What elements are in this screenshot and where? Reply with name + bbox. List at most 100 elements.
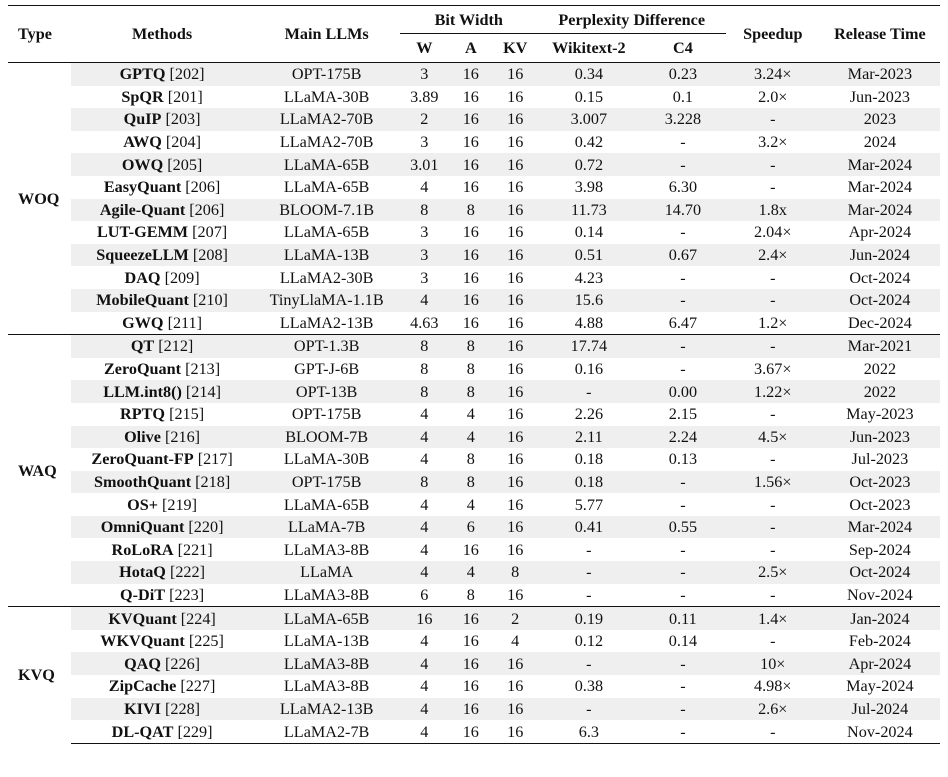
wikitext2-cell: - <box>586 540 592 559</box>
method-name: Olive <box>124 427 161 446</box>
bit-kv-cell: 16 <box>492 153 538 176</box>
method-cell: AWQ [204] <box>71 131 254 154</box>
bit-a-cell: 6 <box>448 515 493 539</box>
bit-a-cell: 16 <box>462 540 479 559</box>
c4-cell: 14.70 <box>640 198 726 222</box>
method-name: KVQuant <box>108 609 177 628</box>
type-cell: WOQ <box>8 61 71 335</box>
bit-w-cell: 4.63 <box>410 313 439 332</box>
bit-a-cell: 16 <box>462 268 479 287</box>
table-row: SmoothQuant [218] OPT-175B 8 8 16 0.18-1.56× O… <box>8 470 940 494</box>
header-bit-width: Bit Width <box>399 5 538 34</box>
wikitext2-cell: 17.74 <box>537 334 641 358</box>
llm-cell: TinyLlaMA-1.1B <box>253 288 400 312</box>
wikitext2-cell: 0.19 <box>537 606 641 630</box>
method-cell: LUT-GEMM [207] <box>71 221 254 244</box>
method-cell: KIVI [228] <box>70 697 254 721</box>
method-cell: WKVQuant [225] <box>71 630 254 653</box>
speedup-cell: - <box>770 405 776 424</box>
llm-cell: LLaMA2-30B <box>279 268 374 287</box>
bit-w-cell: 3 <box>420 133 429 152</box>
table-row: DAQ [209] LLaMA2-30B 3 16 16 4.23 - - Oct-2024 <box>8 266 940 289</box>
llm-cell: OPT-13B <box>253 380 400 403</box>
method-cell: QT [212] <box>70 334 254 358</box>
wikitext2-cell: - <box>537 652 641 676</box>
c4-cell: 0.55 <box>640 515 726 539</box>
bit-a-cell: 8 <box>466 360 475 379</box>
c4-cell: - <box>640 153 726 176</box>
method-cell: SqueezeLLM [208] <box>70 243 254 267</box>
method-name: SpQR <box>121 87 164 106</box>
method-name: OWQ <box>121 155 164 174</box>
speedup-cell: 3.67× <box>754 360 792 379</box>
bit-a-cell: 8 <box>466 585 475 604</box>
table-row: RoLoRA [221] LLaMA3-8B 4 16 16 - - - Sep-2024 <box>8 538 940 561</box>
bit-w-cell: 4 <box>420 495 429 514</box>
release-time-cell: 2022 <box>819 380 940 403</box>
bit-kv-cell: 16 <box>492 652 538 676</box>
table-row: QuIP [203] LLaMA2-70B 2 16 16 3.007 3.228-2023 <box>8 108 940 131</box>
bit-kv-cell: 16 <box>492 470 538 494</box>
bit-kv-cell: 16 <box>492 198 538 222</box>
release-time-cell: Mar-2021 <box>819 334 940 358</box>
speedup-cell: 3.24× <box>725 61 820 86</box>
llm-cell: LLaMA3-8B <box>283 585 370 604</box>
header-a: A <box>464 39 477 57</box>
method-citation: [225] <box>184 632 224 651</box>
table-row: GWQ [211] LLaMA2-13B 4.63 16 16 4.88 6.47 1.2× D… <box>8 312 940 335</box>
release-time-cell: Nov-2024 <box>847 585 913 604</box>
wikitext2-cell: 0.14 <box>574 223 604 242</box>
speedup-cell: 2.0× <box>758 87 788 106</box>
bit-a-cell: 4 <box>448 425 493 449</box>
bit-kv-cell: 16 <box>492 243 538 267</box>
header-type: Type <box>8 5 71 63</box>
speedup-cell: - <box>770 495 776 514</box>
bit-a-cell: 16 <box>462 632 479 651</box>
c4-cell: - <box>680 133 686 152</box>
llm-cell: LLaMA-13B <box>253 243 400 267</box>
llm-cell: LLaMA-65B <box>253 606 400 630</box>
bit-w-cell: 4 <box>399 288 449 312</box>
bit-w-cell: 3 <box>399 61 449 86</box>
llm-cell: LLaMA-65B <box>283 178 370 197</box>
table-row: ZipCache [227] LLaMA3-8B 4 16 16 0.38 - 4.98× Ma… <box>8 675 940 698</box>
llm-cell: LLaMA-13B <box>283 632 370 651</box>
wikitext2-cell: 5.77 <box>574 495 604 514</box>
bit-kv-cell: 16 <box>492 61 538 86</box>
method-cell: ZeroQuant-FP [217] <box>71 448 254 471</box>
bit-kv-cell: 16 <box>492 720 538 744</box>
speedup-cell: 2.5× <box>725 561 820 584</box>
c4-cell: - <box>640 652 726 676</box>
method-cell: HotaQ [222] <box>70 561 254 584</box>
speedup-cell: 3.2× <box>758 133 788 152</box>
release-time-cell: Jun-2023 <box>849 87 911 106</box>
bit-kv-cell: 8 <box>492 561 538 584</box>
bit-a-cell: 16 <box>462 677 479 696</box>
method-citation: [228] <box>160 699 201 718</box>
c4-cell: 0.14 <box>668 632 698 651</box>
method-citation: [223] <box>165 585 205 604</box>
method-name: HotaQ <box>119 563 166 582</box>
bit-a-cell: 8 <box>448 198 493 222</box>
method-cell: KVQuant [224] <box>70 606 254 630</box>
c4-cell: 6.30 <box>668 178 698 197</box>
method-citation: [206] <box>181 178 221 197</box>
bit-w-cell: 4 <box>399 561 449 584</box>
method-cell: Olive [216] <box>70 425 254 449</box>
release-time-cell: Oct-2023 <box>819 470 940 494</box>
wikitext2-cell: 0.15 <box>574 87 604 106</box>
llm-cell: LLaMA-65B <box>283 495 370 514</box>
method-citation: [227] <box>176 677 216 696</box>
release-time-cell: Mar-2023 <box>819 61 940 86</box>
llm-cell: LLaMA <box>253 561 400 584</box>
table-row: LLM.int8() [214] OPT-13B 8 8 16-0.00 1.22× 202… <box>8 380 940 403</box>
method-cell: DL-QAT [229] <box>70 720 254 744</box>
c4-cell: 0.13 <box>668 450 698 469</box>
method-citation: [213] <box>181 360 221 379</box>
c4-cell: 0.23 <box>640 61 726 86</box>
speedup-cell: 1.4× <box>725 606 820 630</box>
method-citation: [206] <box>185 200 225 219</box>
wikitext2-cell: 0.41 <box>537 515 641 539</box>
wikitext2-cell: 2.11 <box>537 425 641 449</box>
bit-w-cell: 3 <box>420 268 429 287</box>
